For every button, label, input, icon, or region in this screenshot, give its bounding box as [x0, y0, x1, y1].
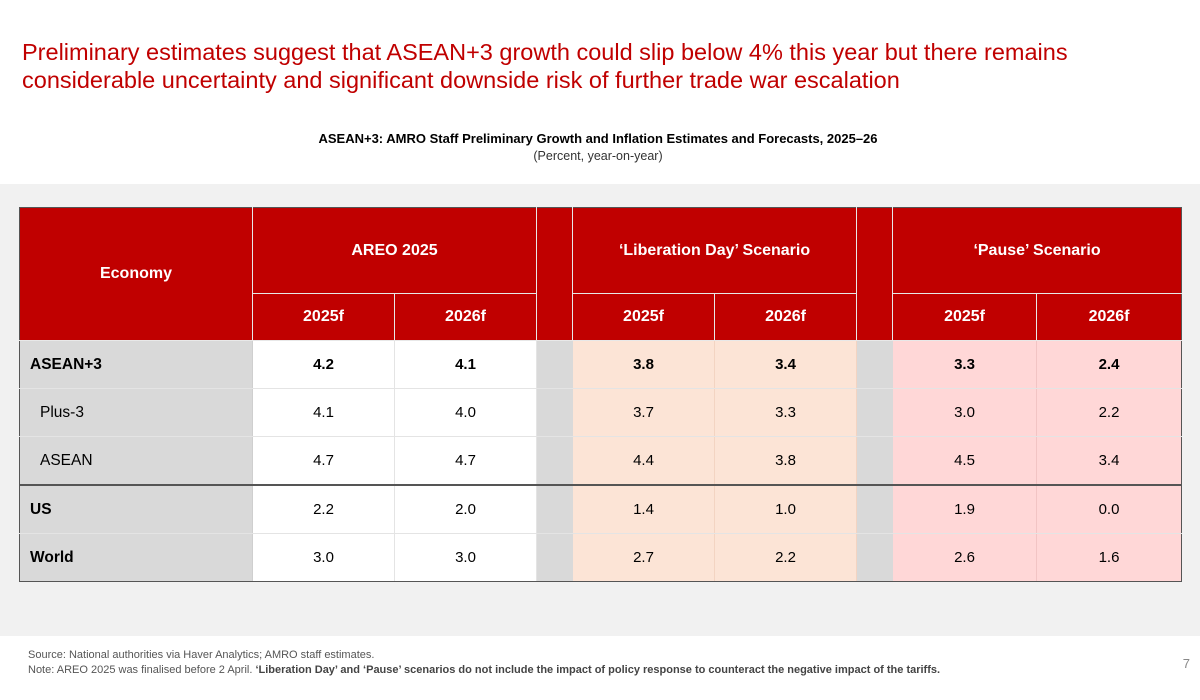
areo-value: 2.0	[394, 484, 538, 534]
liberation-value: 1.0	[714, 484, 858, 534]
slide-headline: Preliminary estimates suggest that ASEAN…	[22, 39, 1068, 93]
pause-value: 0.0	[1036, 484, 1183, 534]
year-header: 2025f	[252, 293, 395, 341]
liberation-value: 4.4	[572, 436, 716, 486]
pause-group-header: ‘Pause’ Scenario	[892, 207, 1183, 294]
footer-notes: Source: National authorities via Haver A…	[28, 648, 1178, 678]
economy-label: World	[19, 533, 253, 582]
growth-forecast-table: Economy AREO 2025 ‘Liberation Day’ Scena…	[19, 207, 1183, 582]
areo-group-header: AREO 2025	[252, 207, 538, 294]
scenario-note: Note: AREO 2025 was finalised before 2 A…	[28, 663, 1178, 678]
economy-label: Plus-3	[19, 388, 253, 437]
pause-value: 1.6	[1036, 533, 1183, 582]
column-gap	[536, 340, 574, 389]
areo-value: 4.7	[394, 436, 538, 486]
table-subtitle: (Percent, year-on-year)	[533, 149, 663, 163]
year-header: 2026f	[1036, 293, 1183, 341]
liberation-value: 3.4	[714, 340, 858, 389]
column-gap	[536, 388, 574, 437]
pause-value: 1.9	[892, 484, 1038, 534]
year-header: 2025f	[572, 293, 716, 341]
table-title: ASEAN+3: AMRO Staff Preliminary Growth a…	[318, 131, 878, 146]
table-row: Plus-3 4.1 4.0 3.7 3.3 3.0 2.2	[19, 388, 1183, 437]
year-header: 2026f	[394, 293, 538, 341]
column-gap	[536, 436, 574, 486]
liberation-value: 3.7	[572, 388, 716, 437]
column-gap	[856, 340, 894, 389]
pause-value: 3.0	[892, 388, 1038, 437]
year-header: 2026f	[714, 293, 858, 341]
column-gap	[536, 484, 574, 534]
areo-value: 3.0	[394, 533, 538, 582]
source-note: Source: National authorities via Haver A…	[28, 649, 375, 661]
liberation-value: 2.7	[572, 533, 716, 582]
areo-value: 4.1	[394, 340, 538, 389]
areo-value: 3.0	[252, 533, 395, 582]
note-prefix: Note: AREO 2025 was finalised before 2 A…	[28, 664, 256, 676]
pause-value: 2.4	[1036, 340, 1183, 389]
areo-value: 2.2	[252, 484, 395, 534]
header-gap	[856, 207, 894, 341]
economy-label: ASEAN	[19, 436, 253, 486]
column-gap	[856, 533, 894, 582]
year-header: 2025f	[892, 293, 1038, 341]
economy-header: Economy	[19, 207, 253, 341]
areo-value: 4.2	[252, 340, 395, 389]
liberation-value: 2.2	[714, 533, 858, 582]
column-gap	[536, 533, 574, 582]
economy-label: US	[19, 484, 253, 534]
page-number: 7	[1182, 656, 1190, 671]
pause-value: 3.4	[1036, 436, 1183, 486]
pause-value: 2.2	[1036, 388, 1183, 437]
pause-value: 3.3	[892, 340, 1038, 389]
liberation-value: 1.4	[572, 484, 716, 534]
areo-value: 4.0	[394, 388, 538, 437]
table-row: ASEAN 4.7 4.7 4.4 3.8 4.5 3.4	[19, 436, 1183, 486]
liberation-value: 3.3	[714, 388, 858, 437]
table-row: ASEAN+3 4.2 4.1 3.8 3.4 3.3 2.4	[19, 340, 1183, 389]
column-gap	[856, 436, 894, 486]
header-gap	[536, 207, 574, 341]
areo-value: 4.7	[252, 436, 395, 486]
liberation-value: 3.8	[714, 436, 858, 486]
liberation-value: 3.8	[572, 340, 716, 389]
note-bold: ‘Liberation Day’ and ‘Pause’ scenarios d…	[255, 664, 941, 676]
pause-value: 4.5	[892, 436, 1038, 486]
liberation-group-header: ‘Liberation Day’ Scenario	[572, 207, 858, 294]
table-row: US 2.2 2.0 1.4 1.0 1.9 0.0	[19, 484, 1183, 534]
table-row: World 3.0 3.0 2.7 2.2 2.6 1.6	[19, 533, 1183, 582]
economy-label: ASEAN+3	[19, 340, 253, 389]
column-gap	[856, 484, 894, 534]
column-gap	[856, 388, 894, 437]
pause-value: 2.6	[892, 533, 1038, 582]
areo-value: 4.1	[252, 388, 395, 437]
